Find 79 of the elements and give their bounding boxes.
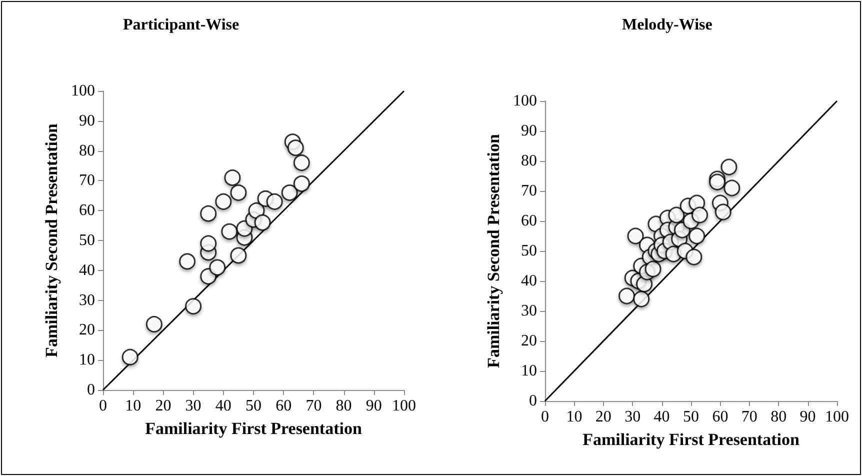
point — [224, 169, 241, 186]
point — [281, 184, 298, 201]
point — [254, 214, 271, 231]
x-tick-label: 30 — [185, 398, 202, 414]
x-tick-label: 70 — [741, 408, 758, 426]
y-tick-label: 50 — [521, 242, 537, 260]
point — [230, 184, 247, 201]
x-tick-label: 20 — [595, 408, 612, 426]
point — [221, 223, 238, 240]
y-tick-label: 30 — [521, 302, 537, 320]
y-axis-title: Familiarity Second Presentation — [484, 134, 504, 368]
x-tick-label: 70 — [306, 398, 322, 414]
point — [724, 180, 740, 196]
x-tick-label: 10 — [566, 408, 582, 426]
x-axis-title: Familiarity First Presentation — [582, 430, 800, 449]
x-tick-label: 50 — [246, 398, 262, 414]
point — [668, 206, 685, 224]
point — [709, 174, 726, 190]
x-tick-label: 60 — [276, 398, 292, 414]
point — [122, 348, 138, 366]
y-tick-label: 100 — [71, 82, 95, 100]
x-tick-label: 10 — [125, 398, 142, 414]
point — [720, 158, 738, 176]
y-tick-label: 70 — [79, 172, 95, 190]
point — [293, 175, 310, 192]
y-tick-label: 30 — [79, 292, 95, 309]
x-tick-label: 100 — [825, 408, 849, 426]
y-tick-label: 10 — [79, 352, 95, 369]
x-tick-label: 0 — [99, 398, 107, 414]
y-axis-title: Familiarity Second Presentation — [42, 123, 62, 358]
point — [215, 193, 232, 210]
x-tick-label: 30 — [624, 408, 641, 426]
point — [185, 298, 202, 315]
x-tick-label: 90 — [800, 408, 816, 426]
x-tick-label: 100 — [392, 398, 416, 414]
x-tick-label: 80 — [770, 408, 787, 426]
point — [266, 193, 283, 210]
point — [146, 316, 162, 332]
point — [714, 204, 732, 220]
point — [688, 228, 706, 244]
point — [644, 260, 662, 278]
x-axis-title: Familiarity First Presentation — [145, 419, 362, 438]
y-tick-label: 60 — [521, 212, 537, 230]
y-tick-label: 90 — [79, 112, 95, 130]
y-tick-label: 0 — [87, 382, 95, 398]
point — [287, 140, 304, 156]
point — [633, 290, 650, 308]
point — [230, 247, 247, 264]
y-tick-label: 40 — [521, 272, 537, 290]
x-tick-label: 60 — [712, 408, 728, 426]
x-tick-label: 40 — [215, 398, 232, 414]
point — [179, 253, 196, 270]
y-tick-label: 10 — [521, 362, 537, 380]
point — [686, 248, 702, 266]
point — [618, 288, 636, 304]
point — [293, 154, 310, 172]
chart-title: Participant-Wise — [123, 16, 240, 34]
y-tick-label: 80 — [79, 142, 95, 160]
point — [200, 235, 217, 252]
chart-title: Melody-Wise — [622, 16, 712, 34]
x-tick-label: 20 — [155, 398, 172, 414]
y-tick-label: 70 — [521, 182, 537, 200]
x-tick-label: 90 — [366, 398, 382, 414]
y-tick-label: 50 — [79, 232, 95, 249]
point — [627, 228, 644, 244]
x-tick-label: 40 — [654, 408, 670, 426]
point — [692, 206, 708, 224]
y-tick-label: 80 — [521, 152, 537, 170]
y-tick-label: 40 — [79, 262, 95, 279]
y-tick-label: 90 — [521, 122, 537, 140]
x-tick-label: 0 — [541, 408, 549, 426]
x-tick-label: 80 — [336, 398, 352, 414]
y-tick-label: 20 — [521, 332, 537, 350]
x-tick-label: 50 — [683, 408, 699, 426]
point — [200, 205, 217, 222]
y-tick-label: 20 — [79, 322, 95, 339]
point — [209, 259, 226, 276]
y-tick-label: 60 — [79, 202, 95, 220]
y-tick-label: 100 — [513, 92, 537, 110]
